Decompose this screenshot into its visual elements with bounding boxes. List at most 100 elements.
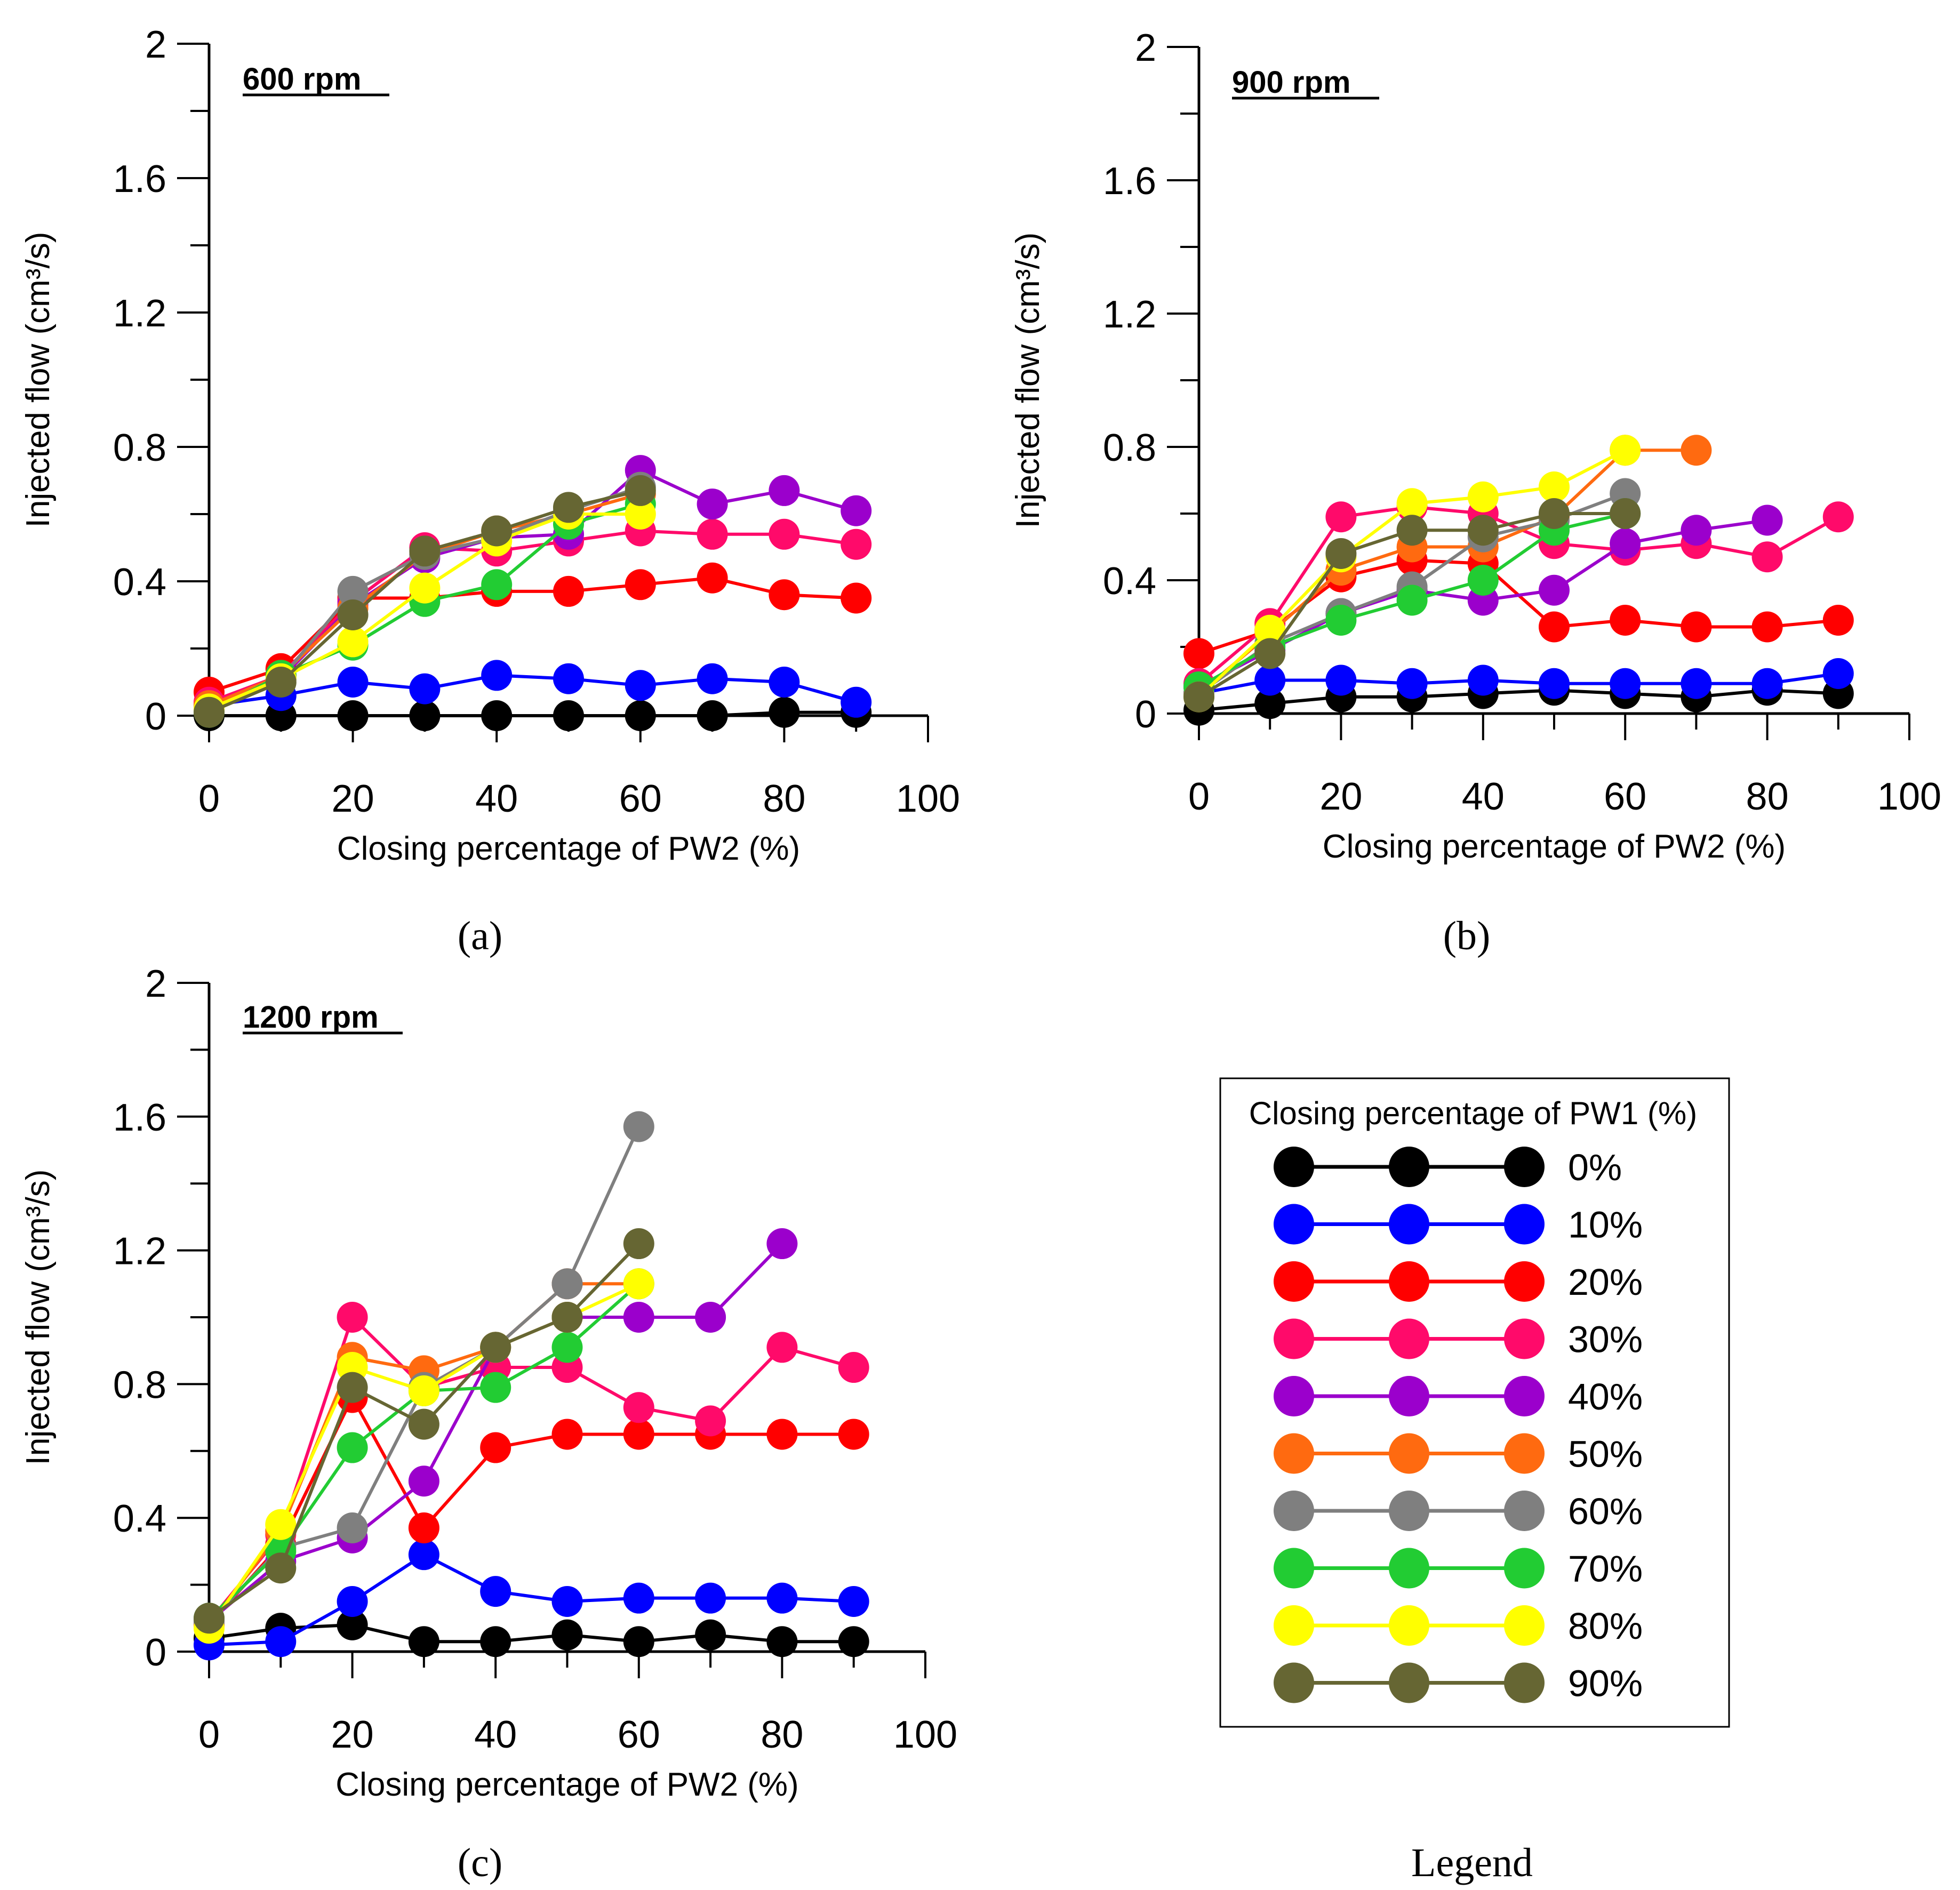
data-point bbox=[1610, 435, 1641, 466]
x-tick-label: 80 bbox=[1746, 775, 1789, 818]
data-point bbox=[697, 518, 728, 550]
legend-marker bbox=[1389, 1662, 1429, 1703]
data-point bbox=[480, 1432, 511, 1463]
series-line-10 bbox=[1198, 672, 1839, 695]
series-80 bbox=[194, 1268, 654, 1644]
x-tick-label: 0 bbox=[198, 778, 220, 820]
data-point bbox=[1681, 435, 1712, 466]
data-point bbox=[695, 1619, 726, 1651]
legend-marker bbox=[1274, 1261, 1314, 1302]
y-tick-label: 0.8 bbox=[1103, 427, 1156, 469]
y-tick-label: 0.8 bbox=[113, 427, 166, 469]
data-point bbox=[409, 535, 441, 567]
legend-entry-20: 20% bbox=[1274, 1261, 1643, 1303]
legend-label: 90% bbox=[1568, 1663, 1643, 1704]
legend-marker bbox=[1389, 1605, 1429, 1646]
y-axis-title: Injected flow (cm³/s) bbox=[20, 232, 57, 528]
data-point bbox=[1610, 668, 1641, 699]
data-point bbox=[337, 626, 369, 658]
caption-a: (a) bbox=[458, 914, 502, 958]
series-line-20 bbox=[1198, 558, 1839, 655]
data-point bbox=[623, 1392, 654, 1423]
legend-marker bbox=[1389, 1491, 1429, 1531]
legend-entry-10: 10% bbox=[1274, 1204, 1643, 1246]
data-point bbox=[194, 696, 225, 728]
y-tick-label: 1.2 bbox=[113, 292, 166, 335]
legend-marker bbox=[1274, 1662, 1314, 1703]
x-tick-label: 20 bbox=[1319, 775, 1362, 818]
data-point bbox=[1467, 664, 1499, 696]
data-point bbox=[408, 1408, 439, 1440]
data-point bbox=[408, 1539, 439, 1571]
legend-label: 10% bbox=[1568, 1204, 1643, 1246]
data-point bbox=[337, 700, 369, 731]
y-tick-label: 0 bbox=[1135, 693, 1156, 736]
data-point bbox=[1467, 481, 1499, 512]
legend-marker bbox=[1274, 1376, 1314, 1416]
legend-marker bbox=[1504, 1491, 1545, 1531]
data-point bbox=[337, 667, 369, 698]
legend-marker bbox=[1274, 1491, 1314, 1531]
data-point bbox=[623, 1419, 654, 1450]
legend-marker bbox=[1274, 1605, 1314, 1646]
data-point bbox=[695, 1405, 726, 1437]
data-point bbox=[1325, 664, 1357, 696]
legend-marker bbox=[1274, 1548, 1314, 1589]
y-tick-label: 0 bbox=[145, 695, 166, 738]
caption-c: (c) bbox=[458, 1840, 502, 1885]
series-10 bbox=[194, 1539, 869, 1661]
series-line-0 bbox=[209, 1623, 854, 1644]
data-point bbox=[551, 1419, 583, 1450]
x-tick-label: 0 bbox=[1188, 775, 1210, 818]
panel-c: 0 20 40 60 80 100 0 0.4 0.8 1.2 1.6 2 Closing percen… bbox=[20, 963, 957, 1803]
series-90 bbox=[194, 1228, 654, 1634]
legend-entry-80: 80% bbox=[1274, 1605, 1643, 1647]
data-point bbox=[697, 488, 728, 520]
y-tick-label: 0.4 bbox=[1103, 560, 1156, 603]
legend-marker bbox=[1504, 1204, 1545, 1245]
data-point bbox=[1539, 471, 1570, 502]
data-point bbox=[623, 1111, 654, 1142]
data-point bbox=[337, 1512, 368, 1544]
caption-legend: Legend bbox=[1411, 1840, 1533, 1885]
data-point bbox=[1325, 501, 1357, 533]
data-point bbox=[337, 1432, 368, 1463]
data-point bbox=[1539, 574, 1570, 606]
legend-label: 20% bbox=[1568, 1261, 1643, 1303]
legend-marker bbox=[1274, 1147, 1314, 1187]
x-tick-label: 20 bbox=[332, 778, 374, 820]
data-point bbox=[1539, 611, 1570, 643]
data-point bbox=[409, 673, 441, 704]
data-point bbox=[265, 667, 297, 698]
legend-marker bbox=[1504, 1376, 1545, 1416]
data-point bbox=[337, 1302, 368, 1333]
data-point bbox=[337, 1609, 368, 1640]
data-point bbox=[551, 1268, 583, 1300]
x-tick-label: 0 bbox=[198, 1713, 220, 1756]
legend-marker bbox=[1504, 1261, 1545, 1302]
data-point bbox=[769, 518, 800, 550]
data-point bbox=[1396, 584, 1428, 616]
data-point bbox=[697, 663, 728, 694]
series-10 bbox=[1183, 658, 1854, 709]
x-tick-label: 100 bbox=[893, 1713, 957, 1756]
data-point bbox=[623, 1582, 654, 1614]
data-point bbox=[1254, 688, 1286, 719]
data-point bbox=[838, 1352, 869, 1383]
series-line-0 bbox=[1198, 688, 1838, 712]
y-axis-title: Injected flow (cm³/s) bbox=[1010, 233, 1046, 528]
legend-marker bbox=[1389, 1433, 1429, 1474]
legend-label: 80% bbox=[1568, 1605, 1643, 1647]
legend-entry-60: 60% bbox=[1274, 1491, 1643, 1532]
data-point bbox=[481, 660, 513, 691]
legend-marker bbox=[1274, 1318, 1314, 1359]
data-point bbox=[265, 1552, 297, 1584]
x-tick-label: 40 bbox=[475, 778, 518, 820]
data-point bbox=[481, 700, 513, 731]
data-point bbox=[695, 1582, 726, 1614]
data-point bbox=[1681, 515, 1712, 546]
legend-entries: 0% 10% 20% 30% 40% 50% 60% 70% 80% 90% bbox=[1274, 1147, 1643, 1704]
data-point bbox=[625, 475, 656, 506]
legend-label: 70% bbox=[1568, 1548, 1643, 1590]
data-point bbox=[1822, 605, 1854, 636]
